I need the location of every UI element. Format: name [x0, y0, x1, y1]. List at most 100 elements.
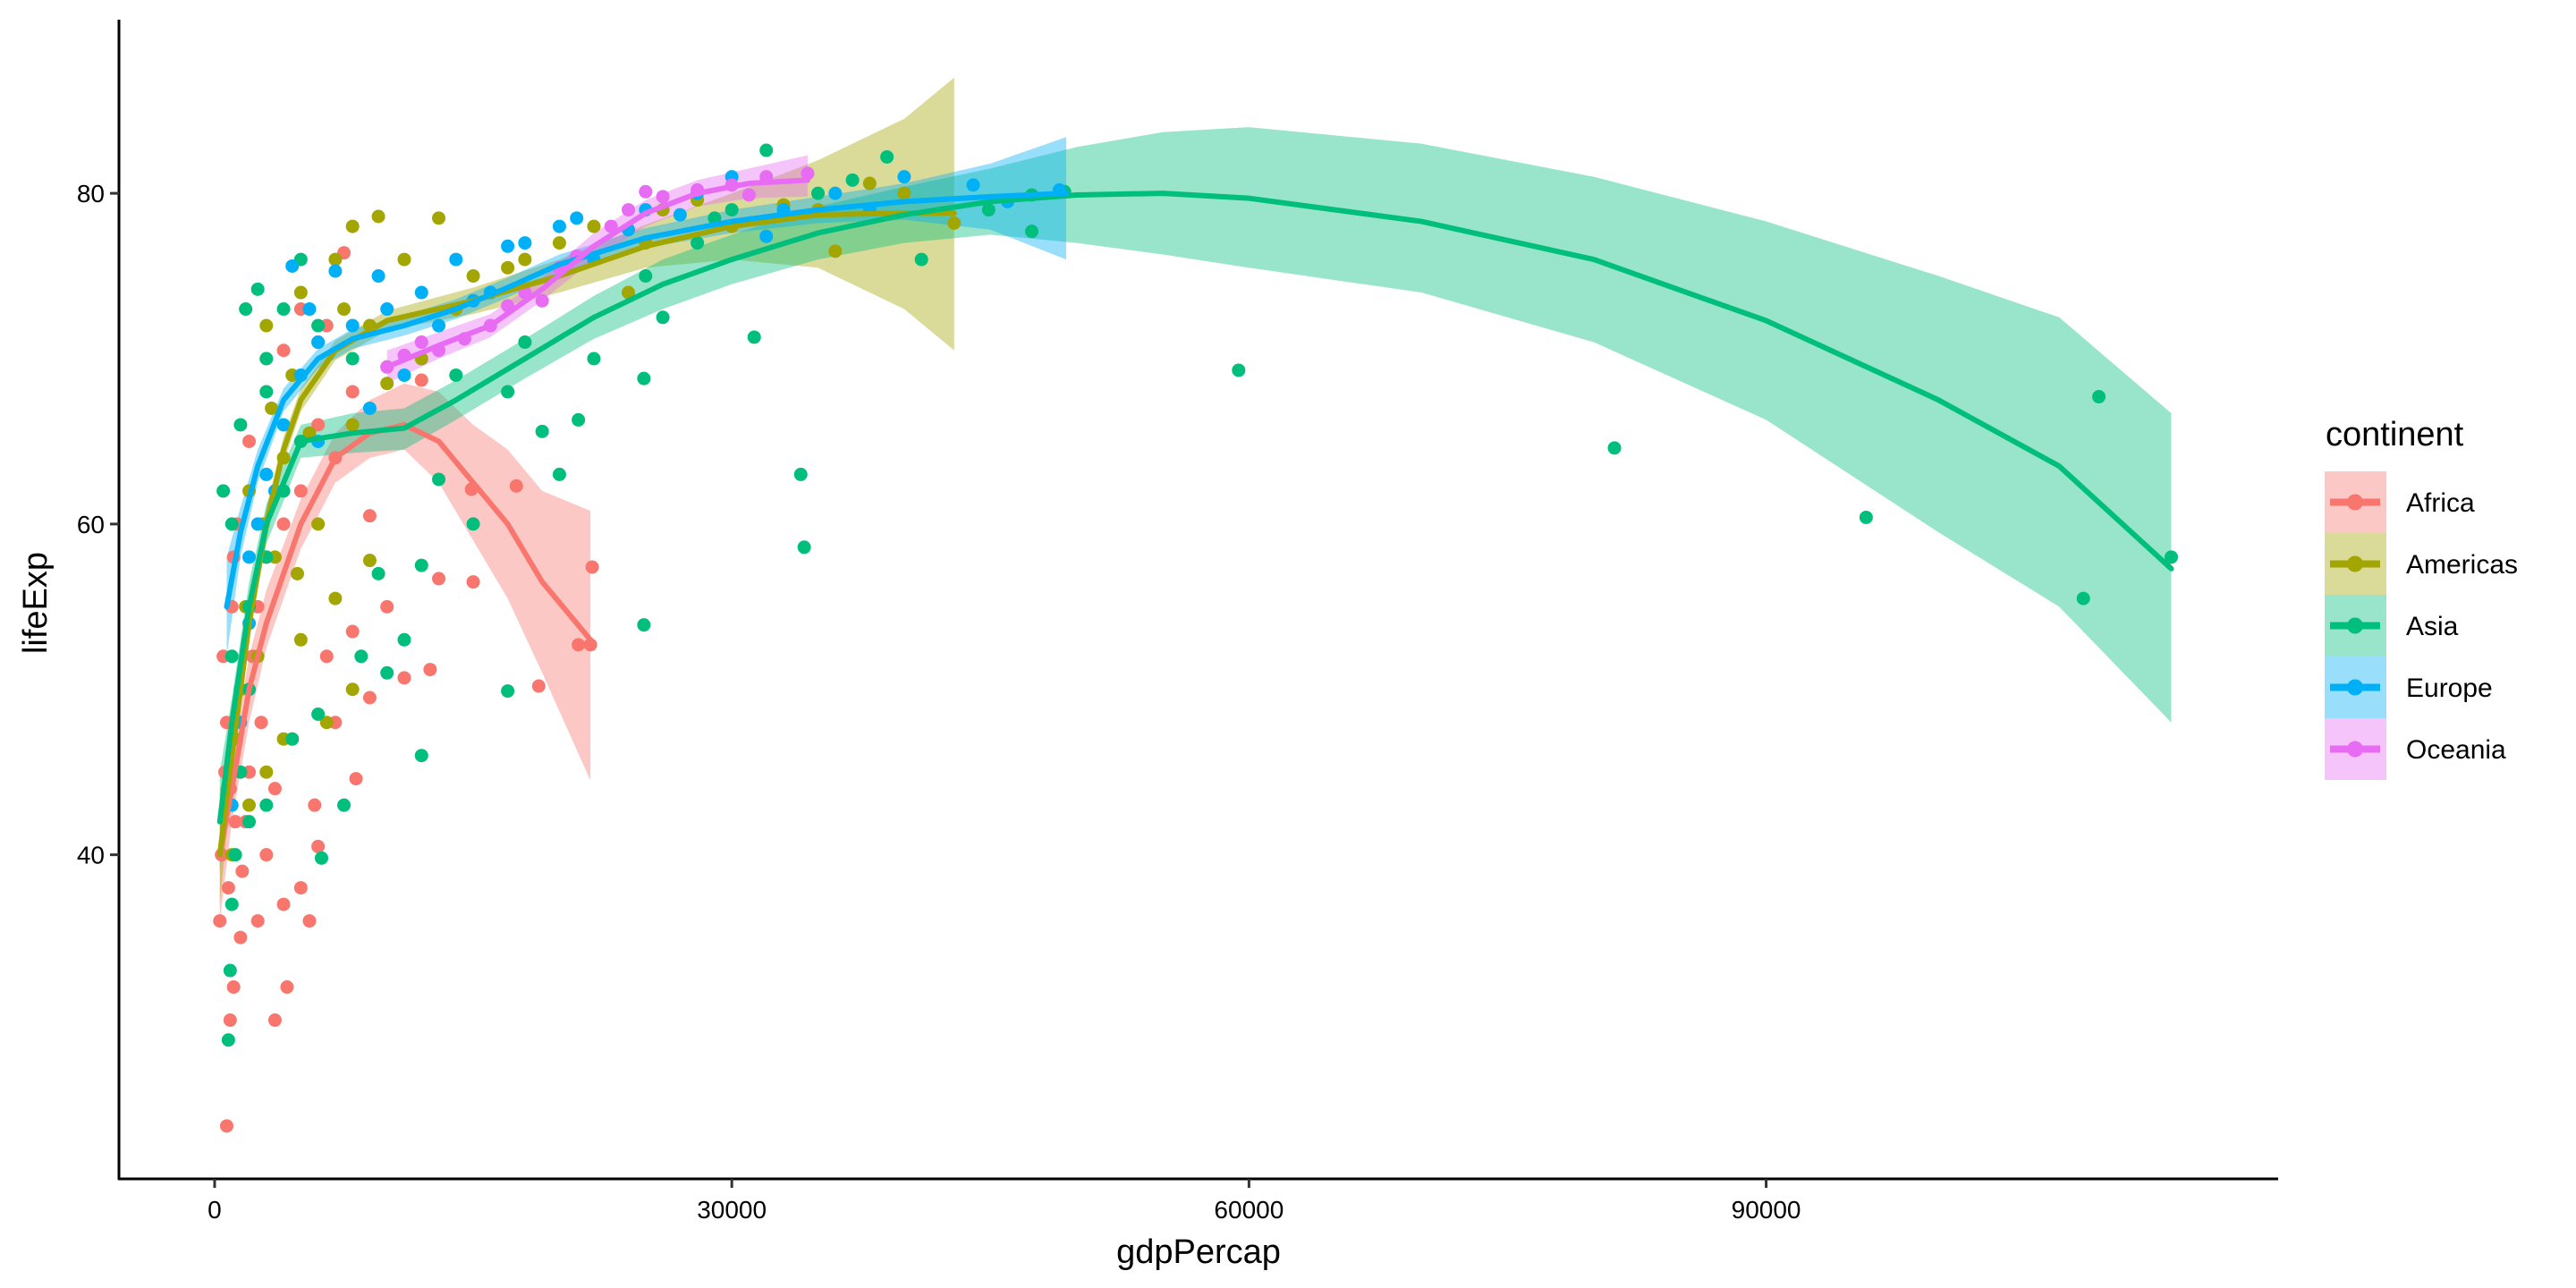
- point-africa: [223, 1013, 237, 1028]
- point-americas: [337, 302, 352, 317]
- point-africa: [250, 914, 265, 928]
- point-africa: [221, 881, 235, 895]
- point-asia: [518, 335, 532, 350]
- smooth-lines: [216, 177, 2174, 858]
- legend-item-americas: Americas: [2325, 533, 2518, 595]
- point-americas: [242, 798, 257, 812]
- point-asia: [797, 540, 811, 555]
- point-africa: [466, 575, 480, 589]
- point-africa: [308, 798, 322, 812]
- point-oceania: [622, 203, 636, 217]
- point-africa: [280, 980, 294, 995]
- point-europe: [449, 252, 463, 267]
- point-africa: [228, 815, 242, 829]
- point-africa: [509, 479, 523, 493]
- legend-point: [2347, 617, 2363, 634]
- point-asia: [466, 517, 480, 531]
- legend-label: Americas: [2406, 550, 2518, 580]
- point-americas: [345, 219, 360, 233]
- point-africa: [380, 599, 394, 614]
- point-americas: [328, 252, 343, 267]
- point-asia: [221, 1033, 235, 1047]
- legend-point: [2347, 555, 2363, 572]
- point-asia: [747, 330, 761, 344]
- smooth-line-oceania: [384, 177, 810, 370]
- point-africa: [213, 914, 227, 928]
- point-americas: [345, 418, 360, 432]
- point-europe: [328, 264, 343, 278]
- point-asia: [811, 186, 826, 200]
- point-asia: [691, 236, 705, 250]
- legend-title: continent: [2326, 416, 2464, 453]
- point-africa: [233, 930, 248, 945]
- point-americas: [518, 252, 532, 267]
- point-asia: [501, 684, 515, 699]
- point-asia: [1859, 510, 1873, 524]
- x-tick-label: 60000: [1214, 1196, 1284, 1224]
- point-europe: [518, 236, 532, 250]
- point-africa: [572, 638, 586, 652]
- point-asia: [314, 851, 328, 865]
- point-asia: [637, 618, 651, 632]
- point-asia: [432, 472, 446, 487]
- point-europe: [966, 178, 980, 192]
- point-europe: [673, 208, 687, 222]
- point-europe: [311, 335, 326, 350]
- point-asia: [656, 310, 670, 325]
- point-africa: [345, 624, 360, 639]
- point-asia: [724, 203, 739, 217]
- point-asia: [259, 798, 274, 812]
- legend-label: Africa: [2406, 488, 2475, 518]
- point-asia: [354, 649, 369, 664]
- point-africa: [276, 343, 291, 358]
- point-asia: [414, 558, 428, 572]
- point-africa: [397, 671, 411, 685]
- point-asia: [276, 302, 291, 317]
- legend-item-asia: Asia: [2325, 595, 2459, 657]
- point-africa: [276, 517, 291, 531]
- point-americas: [501, 260, 515, 275]
- point-asia: [981, 203, 996, 217]
- point-americas: [380, 377, 394, 391]
- point-oceania: [741, 188, 756, 202]
- point-americas: [259, 318, 274, 333]
- point-africa: [531, 679, 546, 693]
- point-europe: [242, 550, 257, 564]
- point-europe: [345, 318, 360, 333]
- point-asia: [637, 371, 651, 386]
- point-americas: [328, 591, 343, 606]
- point-asia: [845, 173, 860, 187]
- point-europe: [897, 170, 911, 184]
- point-africa: [583, 638, 597, 652]
- point-asia: [216, 484, 231, 498]
- point-europe: [759, 229, 774, 243]
- legend-label: Asia: [2406, 612, 2459, 641]
- point-asia: [259, 352, 274, 366]
- y-tick-label: 40: [77, 842, 105, 869]
- point-africa: [319, 649, 334, 664]
- point-africa: [362, 691, 377, 705]
- ribbon-africa: [219, 383, 591, 921]
- x-tick-label: 30000: [697, 1196, 767, 1224]
- point-europe: [570, 211, 584, 225]
- point-africa: [254, 716, 268, 730]
- point-asia: [414, 749, 428, 763]
- point-americas: [862, 176, 877, 191]
- point-europe: [259, 467, 274, 481]
- point-africa: [585, 560, 599, 574]
- legend-item-africa: Africa: [2325, 471, 2475, 533]
- point-asia: [572, 412, 586, 427]
- point-africa: [235, 864, 250, 878]
- point-europe: [501, 239, 515, 253]
- point-africa: [242, 434, 257, 448]
- point-europe: [552, 219, 566, 233]
- point-americas: [397, 252, 411, 267]
- legend-label: Oceania: [2406, 735, 2506, 765]
- point-asia: [223, 963, 237, 978]
- point-asia: [228, 848, 242, 862]
- point-americas: [432, 211, 446, 225]
- point-americas: [587, 219, 601, 233]
- legend: continent Africa Americas Asia Europe Oceani…: [2325, 416, 2518, 780]
- legend-label: Europe: [2406, 674, 2493, 703]
